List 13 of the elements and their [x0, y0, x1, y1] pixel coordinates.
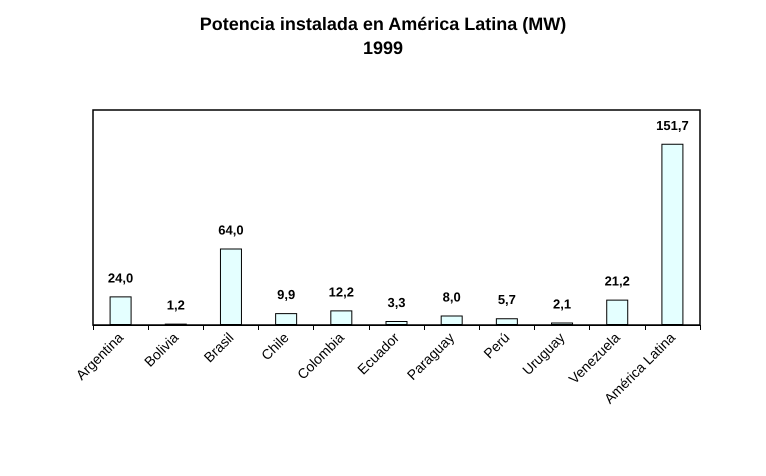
chart-subtitle: 1999 [362, 38, 404, 58]
data-label: 151,7 [656, 118, 689, 133]
data-label: 21,2 [604, 274, 630, 289]
data-label: 12,2 [328, 284, 354, 300]
data-label: 3,3 [387, 295, 406, 310]
data-label: 64,0 [218, 222, 244, 238]
data-label: 2,1 [553, 296, 572, 312]
data-label: 24,0 [108, 270, 134, 286]
data-label: 1,2 [166, 298, 185, 313]
data-label: 9,9 [277, 287, 296, 302]
data-label: 5,7 [498, 292, 516, 308]
chart-title: Potencia instalada en América Latina (MW) [200, 14, 566, 34]
data-label: 8,0 [442, 289, 461, 304]
